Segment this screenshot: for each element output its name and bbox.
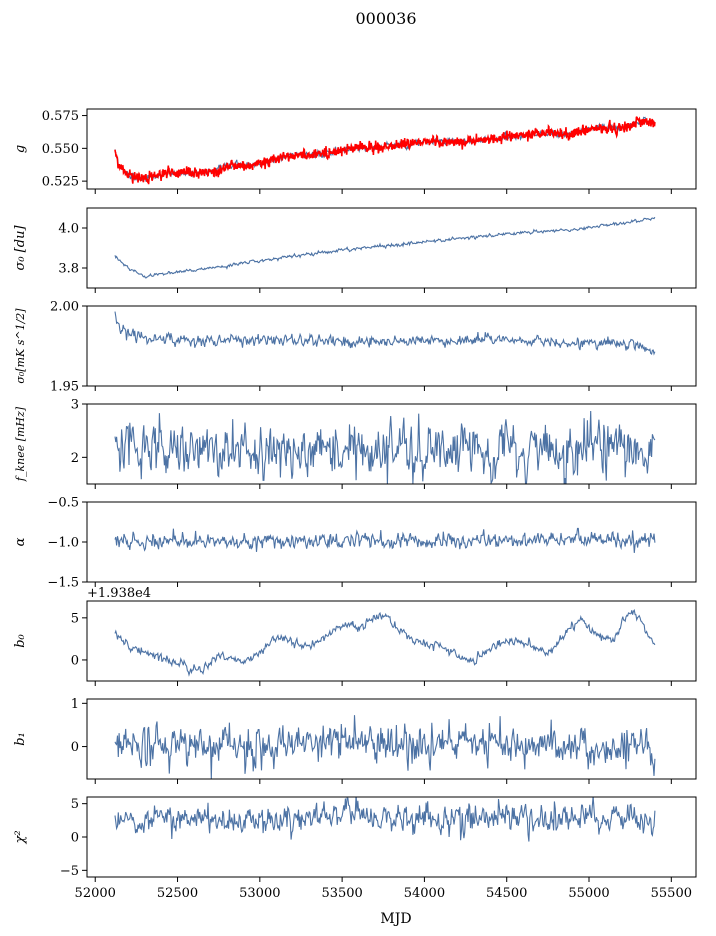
y-axis-label: σ₀ [du]	[13, 225, 28, 271]
axes-frame	[86, 796, 697, 878]
y-tick-label: 0	[71, 831, 79, 846]
panel-8: −5 0 5 52000 52500 53000 53500 54000 54500 55000 5…	[13, 796, 697, 901]
panels: 0.525 0.550 0.575 g 3.8 4.0 σ₀ [du] 1.95 2.00 σ₀[…	[13, 108, 697, 901]
y-axis-label: b₀	[13, 633, 28, 647]
y-tick-label: 4.0	[58, 222, 79, 237]
axes-frame	[86, 600, 697, 682]
series-line	[114, 715, 656, 779]
y-tick-label: 5	[71, 611, 79, 626]
series-line	[114, 797, 656, 842]
series-line	[114, 216, 656, 279]
y-axis-label: σ₀[mK s^1/2]	[14, 308, 27, 384]
figure-title: 000036	[355, 9, 416, 28]
y-tick-label: 0.550	[42, 142, 79, 157]
series-line	[114, 608, 656, 677]
panel-6: 0 5 +1.938e4 b₀	[13, 586, 697, 686]
axes-frame	[86, 207, 697, 289]
overlay-line	[114, 116, 656, 185]
series-line	[114, 311, 656, 356]
x-tick-label: 54500	[486, 886, 527, 901]
y-axis-label: b₁	[13, 732, 28, 746]
y-tick-label: 0.575	[42, 109, 79, 124]
y-tick-label: −0.5	[47, 496, 79, 511]
series-line	[114, 410, 656, 484]
y-axis-label: χ²	[13, 830, 28, 844]
y-tick-label: 0	[71, 653, 79, 668]
y-tick-label: 5	[71, 797, 79, 812]
x-tick-label: 52000	[75, 886, 116, 901]
x-tick-label: 55500	[651, 886, 692, 901]
x-tick-label: 53500	[321, 886, 362, 901]
panel-7: 0 1 b₁	[13, 697, 697, 784]
y-tick-label: −1.5	[47, 576, 79, 591]
y-tick-label: 1.95	[50, 380, 79, 395]
y-tick-label: 0	[71, 740, 79, 755]
panel-3: 1.95 2.00 σ₀[mK s^1/2]	[14, 300, 697, 395]
y-tick-label: 3.8	[58, 262, 79, 277]
y-tick-label: 2	[71, 451, 79, 466]
x-axis-label: MJD	[380, 911, 411, 927]
offset-text: +1.938e4	[87, 586, 151, 601]
y-axis-label: g	[13, 145, 28, 153]
axes-frame	[86, 403, 697, 485]
panel-5: −1.5 −1.0 −0.5 α	[13, 496, 697, 591]
series-line	[114, 527, 656, 553]
y-tick-label: 2.00	[50, 300, 79, 315]
y-tick-label: 0.525	[42, 175, 79, 190]
x-tick-label: 52500	[157, 886, 198, 901]
y-tick-label: 1	[71, 697, 79, 712]
x-tick-label: 53000	[239, 886, 280, 901]
axes-frame	[86, 108, 697, 190]
panel-1: 0.525 0.550 0.575 g	[13, 108, 697, 194]
y-axis-label: α	[13, 537, 28, 546]
axes-frame	[86, 305, 697, 387]
y-tick-label: −5	[60, 864, 79, 879]
y-tick-label: −1.0	[47, 536, 79, 551]
x-tick-label: 55000	[568, 886, 609, 901]
panel-2: 3.8 4.0 σ₀ [du]	[13, 207, 697, 293]
y-axis-label: f_knee [mHz]	[14, 406, 27, 482]
x-tick-label: 54000	[404, 886, 445, 901]
axes-frame	[86, 698, 697, 780]
panel-4: 2 3 f_knee [mHz]	[14, 398, 697, 489]
y-tick-label: 3	[71, 398, 79, 413]
